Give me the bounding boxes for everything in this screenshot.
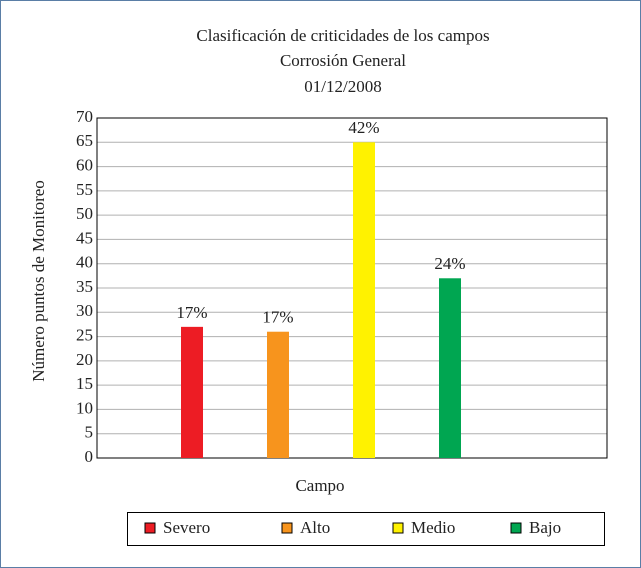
y-tick-label: 55 (76, 180, 93, 199)
y-tick-label: 5 (85, 423, 94, 442)
y-tick-label: 65 (76, 131, 93, 150)
y-tick-label: 0 (85, 447, 94, 466)
legend-swatch (144, 522, 156, 534)
y-tick-label: 10 (76, 398, 93, 417)
x-axis-label: Campo (295, 476, 344, 495)
y-tick-label: 45 (76, 228, 93, 247)
chart-date: 01/12/2008 (304, 77, 381, 96)
y-tick-label: 20 (76, 350, 93, 369)
legend (127, 512, 605, 546)
bar (353, 142, 375, 459)
y-tick-label: 30 (76, 301, 93, 320)
y-tick-label: 50 (76, 204, 93, 223)
legend-label: Medio (411, 518, 455, 537)
bar (181, 326, 203, 458)
y-tick-label: 70 (76, 107, 93, 126)
bar (267, 331, 289, 458)
legend-label: Bajo (529, 518, 561, 537)
data-label: 17% (262, 308, 293, 327)
y-tick-label: 40 (76, 253, 93, 272)
legend-swatch (281, 522, 293, 534)
chart-title: Clasificación de criticidades de los cam… (196, 26, 489, 45)
data-label: 17% (176, 303, 207, 322)
data-label: 42% (348, 118, 379, 137)
legend-swatch (392, 522, 404, 534)
y-tick-label: 25 (76, 325, 93, 344)
legend-swatch (510, 522, 522, 534)
y-tick-label: 15 (76, 374, 93, 393)
data-label: 24% (434, 254, 465, 273)
y-tick-label: 60 (76, 155, 93, 174)
plot-area (96, 117, 608, 459)
bar (439, 278, 461, 458)
legend-label: Severo (163, 518, 210, 537)
chart-subtitle: Corrosión General (280, 51, 406, 70)
y-axis-label: Número puntos de Monitoreo (29, 180, 48, 382)
legend-label: Alto (300, 518, 330, 537)
y-tick-label: 35 (76, 277, 93, 296)
